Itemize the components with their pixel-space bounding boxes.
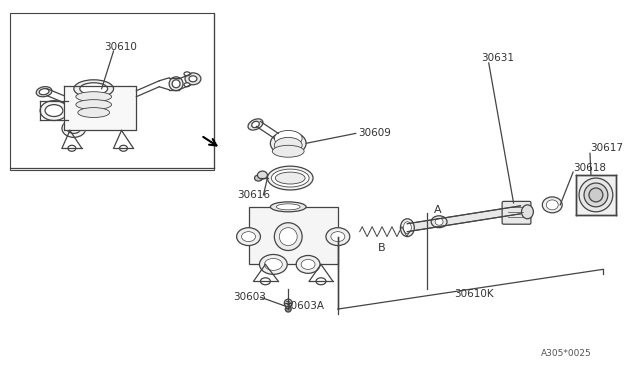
Ellipse shape	[284, 299, 292, 307]
Ellipse shape	[172, 80, 180, 88]
Bar	[248, 207, 338, 264]
Ellipse shape	[316, 278, 326, 285]
Ellipse shape	[184, 72, 190, 76]
Ellipse shape	[279, 228, 297, 246]
Ellipse shape	[39, 89, 49, 95]
Ellipse shape	[270, 202, 306, 212]
Ellipse shape	[270, 131, 306, 155]
Ellipse shape	[268, 166, 313, 190]
Ellipse shape	[547, 200, 558, 210]
Ellipse shape	[185, 73, 201, 85]
Text: A305*0025: A305*0025	[541, 349, 592, 358]
Text: 30617: 30617	[590, 143, 623, 153]
Text: A: A	[434, 205, 442, 215]
Text: 30610: 30610	[104, 42, 138, 52]
Ellipse shape	[68, 145, 76, 151]
Ellipse shape	[401, 219, 414, 237]
Ellipse shape	[285, 306, 291, 312]
Ellipse shape	[584, 183, 608, 207]
Ellipse shape	[589, 188, 603, 202]
Text: 30603A: 30603A	[284, 301, 324, 311]
Ellipse shape	[248, 119, 263, 130]
Ellipse shape	[260, 278, 270, 285]
Ellipse shape	[431, 216, 447, 228]
Polygon shape	[64, 86, 136, 131]
Ellipse shape	[40, 101, 68, 121]
Ellipse shape	[275, 223, 302, 250]
Text: 30610K: 30610K	[454, 289, 493, 299]
Ellipse shape	[275, 131, 302, 146]
Ellipse shape	[259, 254, 287, 274]
Ellipse shape	[252, 121, 259, 128]
Text: 30618: 30618	[573, 163, 606, 173]
Ellipse shape	[241, 232, 255, 241]
Ellipse shape	[403, 222, 412, 234]
Ellipse shape	[76, 100, 111, 110]
Ellipse shape	[255, 175, 262, 181]
Ellipse shape	[275, 137, 302, 153]
Ellipse shape	[331, 232, 345, 241]
Ellipse shape	[271, 169, 309, 187]
Ellipse shape	[76, 92, 111, 102]
Ellipse shape	[67, 124, 81, 134]
Polygon shape	[576, 175, 616, 215]
Ellipse shape	[184, 83, 190, 87]
Ellipse shape	[542, 197, 562, 213]
Ellipse shape	[296, 256, 320, 273]
Ellipse shape	[326, 228, 350, 246]
Ellipse shape	[257, 171, 268, 179]
Text: 30603: 30603	[234, 292, 266, 302]
Ellipse shape	[45, 105, 63, 116]
Ellipse shape	[301, 259, 315, 269]
Ellipse shape	[74, 80, 113, 98]
Bar	[10, 13, 214, 170]
Text: B: B	[378, 243, 385, 253]
Ellipse shape	[62, 119, 86, 137]
Ellipse shape	[120, 145, 127, 151]
Ellipse shape	[273, 145, 304, 157]
Polygon shape	[407, 206, 520, 232]
Text: 30631: 30631	[481, 53, 514, 63]
Ellipse shape	[80, 83, 108, 95]
Ellipse shape	[169, 77, 183, 91]
Text: 30616: 30616	[237, 190, 271, 200]
Ellipse shape	[579, 178, 612, 212]
Text: 30609: 30609	[358, 128, 390, 138]
Ellipse shape	[275, 172, 305, 184]
Ellipse shape	[78, 108, 109, 118]
Ellipse shape	[435, 218, 443, 225]
FancyBboxPatch shape	[502, 201, 531, 224]
Ellipse shape	[522, 205, 533, 219]
Ellipse shape	[189, 76, 197, 82]
Ellipse shape	[36, 87, 52, 97]
Ellipse shape	[276, 204, 300, 210]
Ellipse shape	[264, 259, 282, 270]
Ellipse shape	[237, 228, 260, 246]
